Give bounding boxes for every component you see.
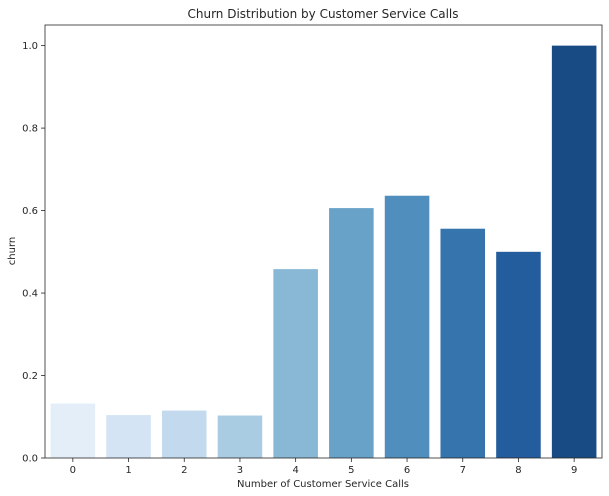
y-tick-label: 0.0 xyxy=(22,454,38,465)
x-tick-label: 4 xyxy=(292,465,298,476)
bars-group xyxy=(50,45,597,459)
bar-2 xyxy=(161,410,207,458)
bar-3 xyxy=(217,415,263,458)
bar-5 xyxy=(329,208,374,458)
x-tick-label: 7 xyxy=(460,465,466,476)
x-tick-label: 2 xyxy=(181,465,187,476)
bar-6 xyxy=(384,195,430,459)
y-tick-label: 1.0 xyxy=(22,41,38,52)
bar-1 xyxy=(106,415,151,458)
x-tick-label: 8 xyxy=(515,465,521,476)
y-axis: 0.0 0.2 0.4 0.6 0.8 1.0 xyxy=(22,41,45,465)
x-tick-label: 6 xyxy=(404,465,410,476)
bar-0 xyxy=(50,403,96,458)
bar-4 xyxy=(273,269,318,458)
bar-7 xyxy=(440,228,486,458)
bar-9 xyxy=(551,45,597,459)
x-tick-label: 3 xyxy=(237,465,243,476)
bar-8 xyxy=(496,251,541,458)
y-tick-label: 0.8 xyxy=(22,124,38,135)
x-tick-label: 9 xyxy=(571,465,577,476)
y-tick-label: 0.6 xyxy=(22,206,38,217)
x-tick-label: 5 xyxy=(348,465,354,476)
y-axis-label: churn xyxy=(7,237,18,265)
y-tick-label: 0.4 xyxy=(22,289,38,300)
x-axis-label: Number of Customer Service Calls xyxy=(237,479,409,490)
x-tick-label: 1 xyxy=(125,465,131,476)
y-tick-label: 0.2 xyxy=(22,371,38,382)
chart-title: Churn Distribution by Customer Service C… xyxy=(187,7,458,21)
x-tick-label: 0 xyxy=(70,465,76,476)
plot-area-frame xyxy=(44,24,603,459)
x-axis: 0 1 2 3 4 5 6 7 8 9 xyxy=(70,458,577,476)
